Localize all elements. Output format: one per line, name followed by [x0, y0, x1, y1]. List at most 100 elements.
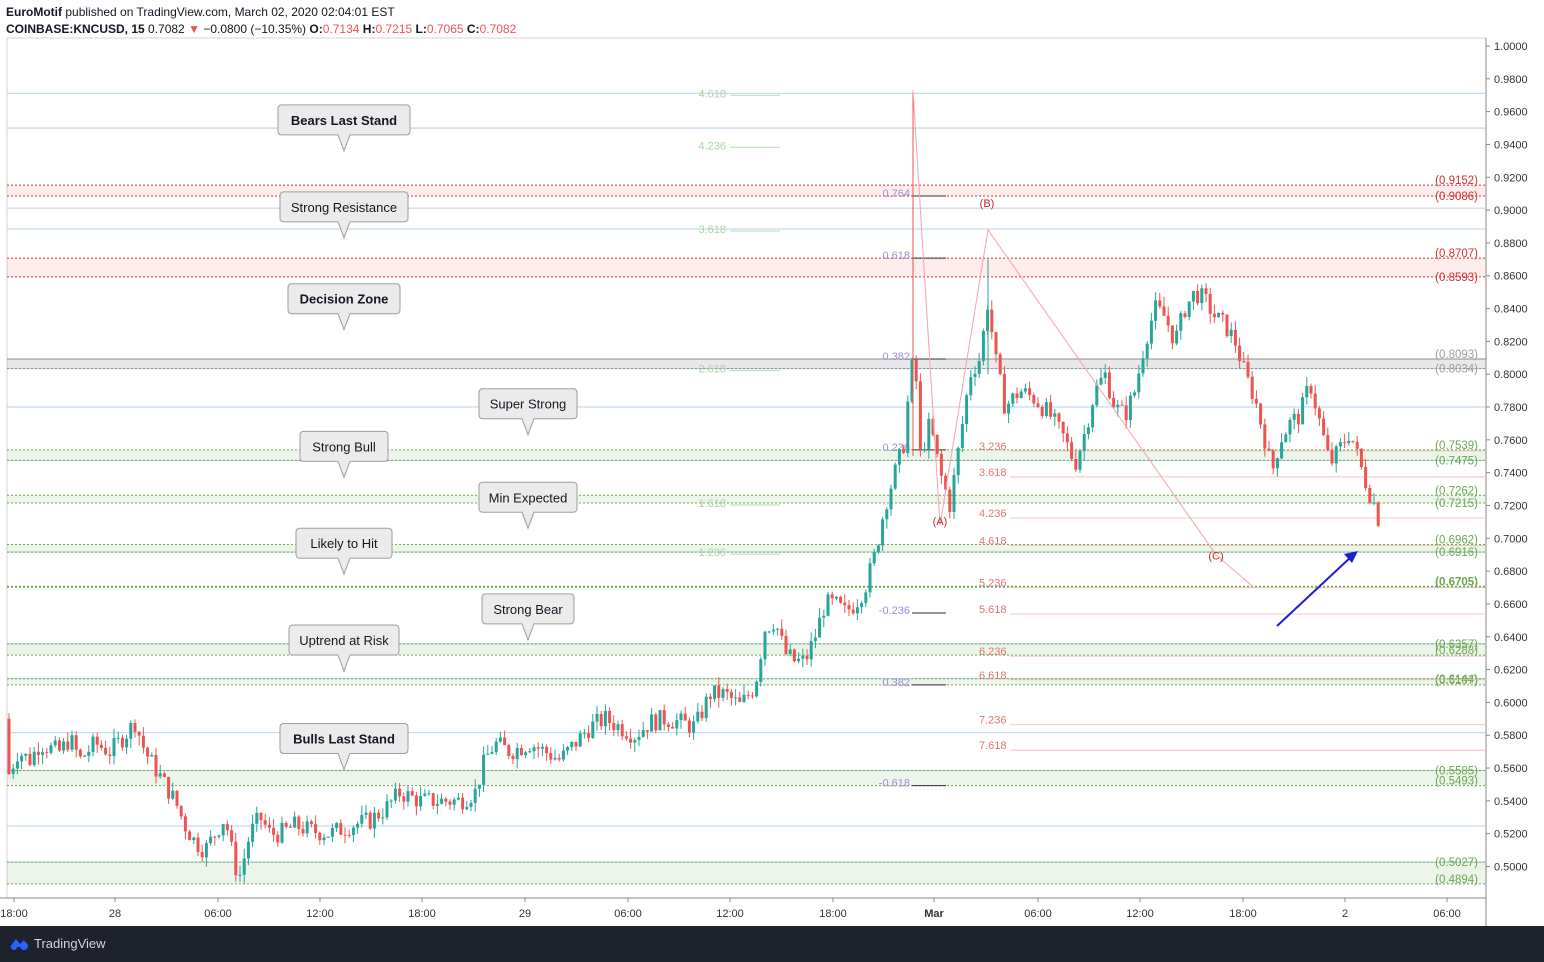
candle-body — [49, 745, 53, 753]
candle-body — [1191, 290, 1195, 302]
candle-body — [385, 801, 389, 818]
tradingview-brand: TradingView — [34, 935, 106, 951]
candle-body — [700, 711, 704, 719]
level-label: (0.7262) — [1435, 485, 1478, 497]
callout-bulls-last-stand[interactable]: Bulls Last Stand — [279, 723, 409, 771]
candle-body — [998, 354, 1002, 375]
candle-body — [1032, 395, 1036, 404]
callout-strong-resistance[interactable]: Strong Resistance — [279, 191, 409, 240]
candle-body — [284, 822, 288, 827]
candle-body — [1368, 487, 1372, 503]
y-tick-label: 0.8400 — [1494, 304, 1528, 316]
candle-body — [545, 746, 549, 754]
candle-body — [624, 736, 628, 739]
callout-strong-bull[interactable]: Strong Bull — [299, 430, 389, 479]
y-tick-label: 0.8000 — [1494, 369, 1528, 381]
candle-body — [1246, 361, 1250, 377]
candle-body — [263, 820, 267, 825]
candle-body — [994, 332, 998, 355]
candle-body — [1208, 293, 1212, 314]
candle-body — [28, 753, 32, 766]
wave-path — [912, 90, 1254, 588]
callout-uptrend-at-risk[interactable]: Uptrend at Risk — [288, 624, 400, 673]
candle-body — [267, 824, 271, 828]
callout-min-expected[interactable]: Min Expected — [478, 481, 578, 530]
callout-bears-last-stand[interactable]: Bears Last Stand — [277, 104, 411, 153]
candle-body — [939, 453, 943, 476]
candle-body — [45, 752, 49, 754]
candle-body — [599, 714, 603, 727]
candle-body — [335, 823, 339, 828]
arrow-head — [1344, 551, 1358, 563]
price-chart[interactable]: (0.9152) (0.9086) (0.8707) (0.8593) (0.8093)… — [0, 0, 1544, 926]
candle-body — [851, 609, 855, 614]
callouts[interactable]: Bears Last Stand Strong Resistance Decisio… — [277, 104, 578, 771]
level-zone — [7, 449, 1486, 461]
callout-strong-bear[interactable]: Strong Bear — [481, 593, 575, 642]
level-label: (0.5585) — [1435, 766, 1478, 778]
level-label: (0.5027) — [1435, 857, 1478, 869]
candle-body — [1141, 358, 1145, 374]
candle-body — [1103, 372, 1107, 378]
y-tick-label: 0.7600 — [1494, 435, 1528, 447]
high-value: 0.7215 — [375, 22, 413, 36]
tradingview-logo[interactable]: TradingView — [8, 935, 106, 951]
candle-body — [477, 784, 481, 789]
candle-body — [410, 791, 414, 796]
candle-body — [897, 448, 901, 465]
publisher-name[interactable]: EuroMotif — [6, 5, 62, 19]
candle-body — [805, 655, 809, 660]
candle-body — [32, 751, 36, 766]
candle-body — [1040, 406, 1044, 417]
candle-body — [910, 359, 914, 402]
level-label: (0.4894) — [1435, 874, 1478, 886]
level-label: (0.9152) — [1435, 175, 1478, 187]
candle-body — [1204, 288, 1208, 294]
candle-body — [1158, 300, 1162, 307]
callout-decision-zone[interactable]: Decision Zone — [287, 283, 401, 332]
candle-body — [616, 724, 620, 731]
candle-body — [91, 736, 95, 752]
candle-body — [990, 309, 994, 333]
candle-body — [297, 816, 301, 829]
candle-body — [120, 737, 124, 748]
candle-body — [381, 817, 385, 819]
level-zone — [7, 643, 1486, 656]
candle-body — [843, 602, 847, 606]
y-tick-label: 0.8800 — [1494, 238, 1528, 250]
candle-body — [965, 395, 969, 424]
candle-body — [473, 788, 477, 803]
y-tick-label: 0.6400 — [1494, 632, 1528, 644]
candle-body — [876, 545, 880, 553]
candle-body — [519, 748, 523, 756]
candle-body — [834, 596, 838, 599]
candle-body — [650, 714, 654, 732]
time-axis[interactable]: 18:00 28 06:00 12:00 18:00 29 06:00 12:00 18:00 M… — [0, 898, 1461, 920]
callout-super-strong[interactable]: Super Strong — [478, 388, 578, 437]
fib-wave-label: 5.236 — [979, 578, 1007, 590]
fib-ext-label: 4.618 — [698, 88, 726, 100]
plot-frame — [6, 37, 1487, 899]
candle-body — [20, 755, 24, 762]
symbol-label[interactable]: COINBASE:KNCUSD, 15 — [6, 22, 145, 36]
candle-body — [864, 592, 868, 603]
price-axis[interactable]: 1.0000 0.9800 0.9600 0.9400 0.9200 0.9000 0.88… — [1486, 41, 1528, 874]
callout-text: Likely to Hit — [310, 536, 378, 551]
wave-label: (A) — [933, 516, 948, 528]
callout-bubble — [279, 723, 409, 771]
candle-body — [801, 655, 805, 659]
callout-likely-to-hit[interactable]: Likely to Hit — [295, 527, 393, 576]
candle-body — [608, 711, 612, 724]
candle-body — [200, 852, 204, 858]
candle-body — [687, 720, 691, 733]
candle-body — [1036, 403, 1040, 407]
candle-body — [515, 748, 519, 760]
candle-body — [393, 788, 397, 801]
candle-body — [860, 602, 864, 608]
candle-body — [41, 752, 45, 755]
candle-body — [175, 790, 179, 806]
candle-body — [855, 607, 859, 614]
footer-bar — [0, 926, 1544, 962]
candle-body — [53, 740, 57, 746]
x-tick-label: 06:00 — [1433, 908, 1461, 920]
